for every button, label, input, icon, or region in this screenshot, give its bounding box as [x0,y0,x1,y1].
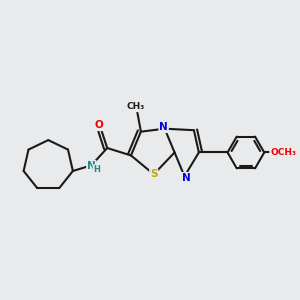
Text: O: O [95,120,104,130]
Text: H: H [93,165,100,174]
Text: N: N [159,122,168,132]
Text: CH₃: CH₃ [126,102,145,111]
Text: N: N [87,161,96,171]
Text: OCH₃: OCH₃ [270,148,296,157]
Text: N: N [182,173,190,183]
Text: S: S [150,169,158,179]
